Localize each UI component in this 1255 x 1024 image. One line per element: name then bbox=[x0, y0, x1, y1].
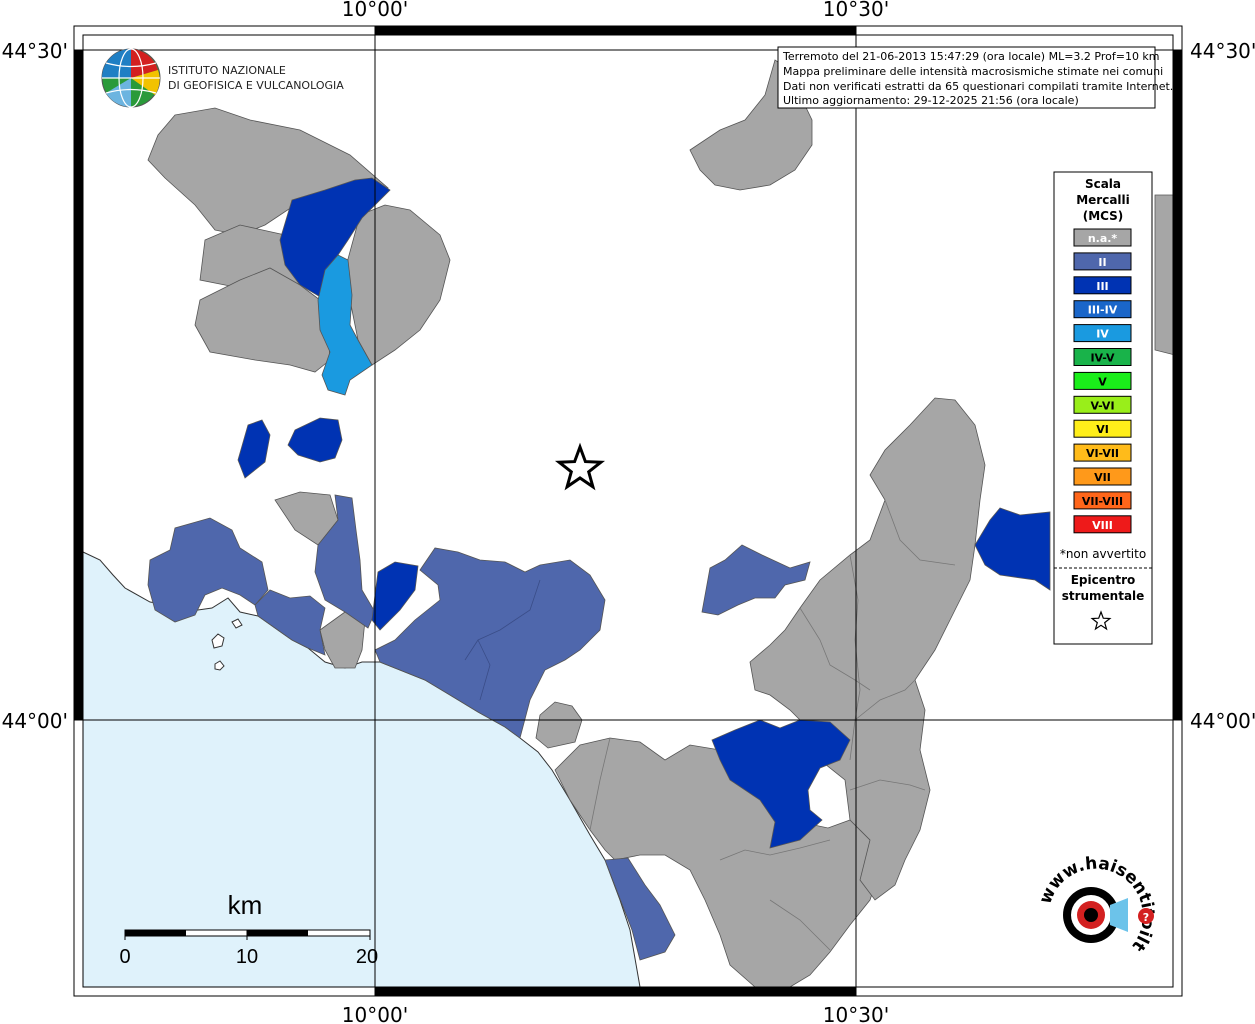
lat-tick-right: 44°30' bbox=[1190, 39, 1255, 63]
municipality-ii bbox=[254, 589, 326, 656]
legend-swatch-label: VIII bbox=[1092, 519, 1113, 532]
info-line: Terremoto del 21-06-2013 15:47:29 (ora l… bbox=[782, 50, 1160, 63]
scale-label: 20 bbox=[356, 946, 378, 968]
municipality-ii bbox=[374, 547, 606, 739]
lat-tick-left: 44°00' bbox=[2, 709, 68, 733]
legend-swatch-label: VII bbox=[1094, 471, 1111, 484]
municipality-iii bbox=[711, 719, 851, 849]
legend-swatch-label: VI bbox=[1096, 423, 1109, 436]
municipality-iii bbox=[287, 417, 343, 463]
ingv-logo bbox=[101, 48, 161, 108]
frame-bar bbox=[375, 26, 856, 35]
boundary bbox=[589, 737, 611, 831]
frame-bar bbox=[74, 50, 83, 720]
legend-swatch-label: VII-VIII bbox=[1082, 495, 1123, 508]
legend-swatch-label: IV-V bbox=[1090, 352, 1115, 365]
boundary bbox=[719, 839, 831, 861]
scale-bar: km 0 10 20 bbox=[119, 890, 378, 968]
boundary bbox=[884, 499, 956, 566]
legend-epicenter-label: Epicentro bbox=[1071, 573, 1136, 587]
legend-swatch-label: III bbox=[1096, 280, 1108, 293]
legend-swatch-label: VI-VII bbox=[1086, 447, 1119, 460]
municipality-ii bbox=[701, 544, 811, 616]
legend-swatch bbox=[1073, 324, 1132, 343]
municipality-iii bbox=[237, 419, 271, 479]
boundary bbox=[477, 639, 491, 701]
lat-tick-right: 44°00' bbox=[1190, 709, 1255, 733]
municipality-ii bbox=[604, 857, 676, 961]
legend-swatch-label: IV bbox=[1096, 328, 1109, 341]
legend-swatch bbox=[1073, 515, 1132, 534]
legend-title: Mercalli bbox=[1076, 193, 1130, 207]
legend-title: (MCS) bbox=[1083, 209, 1124, 223]
municipality-iii bbox=[371, 561, 419, 631]
boundary bbox=[799, 607, 871, 691]
municipality-iii bbox=[974, 507, 1051, 591]
municipality-na bbox=[749, 397, 986, 901]
info-line: Dati non verificati estratti da 65 quest… bbox=[783, 80, 1173, 93]
frame-bar bbox=[1173, 50, 1182, 720]
boundary bbox=[854, 679, 916, 721]
island bbox=[214, 660, 225, 671]
legend-swatch bbox=[1073, 252, 1132, 271]
boundary bbox=[464, 579, 541, 661]
legend-swatch bbox=[1073, 443, 1132, 462]
legend-star-icon bbox=[1090, 610, 1112, 631]
legend-swatch bbox=[1073, 276, 1132, 295]
legend-swatch bbox=[1073, 491, 1132, 510]
ingv-logo-line1: ISTITUTO NAZIONALE bbox=[168, 64, 286, 77]
boundary bbox=[849, 554, 861, 761]
legend-swatch-label: III-IV bbox=[1088, 304, 1118, 317]
lon-tick-bottom: 10°00' bbox=[342, 1003, 408, 1024]
legend-swatch bbox=[1073, 348, 1132, 366]
mcs-legend: Scala Mercalli (MCS) n.a.*IIIIIIII-IVIVI… bbox=[1053, 171, 1153, 645]
municipality-iii bbox=[279, 177, 391, 299]
municipality-iv bbox=[317, 254, 373, 396]
scale-label: 0 bbox=[119, 946, 130, 968]
frame-bar bbox=[375, 987, 856, 996]
legend-swatch bbox=[1073, 419, 1132, 438]
legend-swatch bbox=[1073, 371, 1132, 390]
municipality-na bbox=[535, 701, 583, 749]
scale-unit: km bbox=[228, 890, 263, 920]
legend-title: Scala bbox=[1085, 177, 1121, 191]
legend-note: *non avvertito bbox=[1060, 547, 1146, 561]
island bbox=[231, 618, 243, 629]
municipality-na bbox=[554, 737, 881, 988]
lat-tick-left: 44°30' bbox=[2, 39, 68, 63]
boundary bbox=[769, 899, 831, 951]
legend-swatch-label: II bbox=[1098, 256, 1106, 269]
boundary bbox=[849, 779, 926, 791]
legend-swatch-label: V bbox=[1098, 375, 1107, 388]
lon-tick-top: 10°30' bbox=[823, 0, 889, 21]
info-line: Mappa preliminare delle intensità macros… bbox=[783, 65, 1163, 78]
legend-swatch bbox=[1073, 300, 1132, 319]
info-line: Ultimo aggiornamento: 29-12-2025 21:56 (… bbox=[783, 94, 1079, 107]
legend-swatch bbox=[1073, 395, 1132, 414]
lon-tick-top: 10°00' bbox=[342, 0, 408, 21]
municipality-ii bbox=[314, 494, 376, 629]
legend-swatch bbox=[1073, 228, 1132, 247]
municipality-na bbox=[1154, 194, 1176, 356]
epicenter-star-icon bbox=[554, 442, 606, 491]
legend-epicenter-label: strumentale bbox=[1062, 589, 1145, 603]
island bbox=[211, 633, 225, 649]
scale-label: 10 bbox=[236, 946, 258, 968]
legend-swatch bbox=[1073, 467, 1132, 486]
ingv-logo-line2: DI GEOFISICA E VULCANOLOGIA bbox=[168, 79, 344, 92]
legend-swatch-label: n.a.* bbox=[1088, 232, 1118, 245]
lon-tick-bottom: 10°30' bbox=[823, 1003, 889, 1024]
svg-text:?: ? bbox=[1143, 911, 1149, 924]
event-info-box: Terremoto del 21-06-2013 15:47:29 (ora l… bbox=[777, 46, 1173, 109]
legend-swatch-label: V-VI bbox=[1090, 399, 1114, 412]
